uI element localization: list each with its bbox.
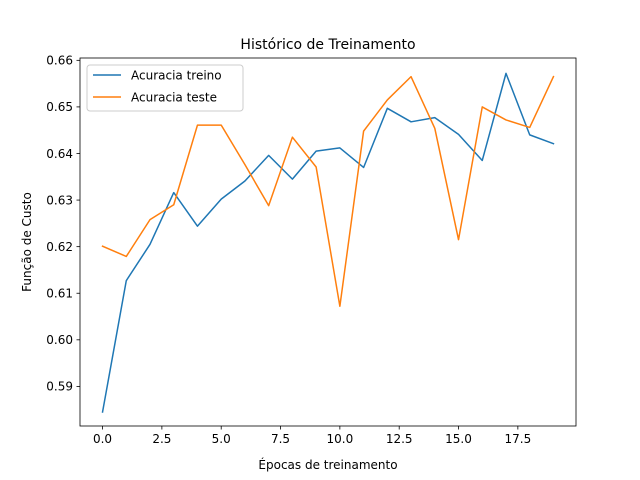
legend-label-1: Acuracia treino bbox=[131, 68, 222, 82]
x-tick-label: 17.5 bbox=[504, 432, 531, 446]
x-tick-label: 7.5 bbox=[271, 432, 290, 446]
x-tick-label: 5.0 bbox=[212, 432, 231, 446]
legend-box bbox=[86, 64, 244, 112]
y-tick-label: 0.65 bbox=[46, 100, 73, 114]
axes-frame bbox=[79, 57, 577, 427]
series-line-1 bbox=[101, 72, 555, 413]
y-tick-label: 0.60 bbox=[46, 333, 73, 347]
legend: Acuracia treino Acuracia teste bbox=[86, 64, 244, 112]
x-tick-label: 2.5 bbox=[152, 432, 171, 446]
x-axis-label: Épocas de treinamento bbox=[258, 457, 397, 472]
y-tick-label: 0.63 bbox=[46, 193, 73, 207]
x-tick-label: 15.0 bbox=[445, 432, 472, 446]
y-tick-label: 0.66 bbox=[46, 54, 73, 68]
chart-title: Histórico de Treinamento bbox=[240, 37, 415, 53]
y-tick-label: 0.64 bbox=[46, 147, 73, 161]
x-tick-label: 10.0 bbox=[327, 432, 354, 446]
x-tick-label: 0.0 bbox=[93, 432, 112, 446]
y-tick-label: 0.62 bbox=[46, 240, 73, 254]
legend-label-2: Acuracia teste bbox=[131, 90, 217, 104]
y-tick-label: 0.59 bbox=[46, 380, 73, 394]
y-axis-label: Função de Custo bbox=[20, 192, 34, 292]
plot-area: 0.0 2.5 5.0 7.5 10.0 12.5 15.0 17.5 0.59 0.60 0.61… bbox=[46, 54, 577, 446]
x-tick-label: 12.5 bbox=[386, 432, 413, 446]
series-line-2 bbox=[101, 75, 555, 308]
y-tick-label: 0.61 bbox=[46, 287, 73, 301]
